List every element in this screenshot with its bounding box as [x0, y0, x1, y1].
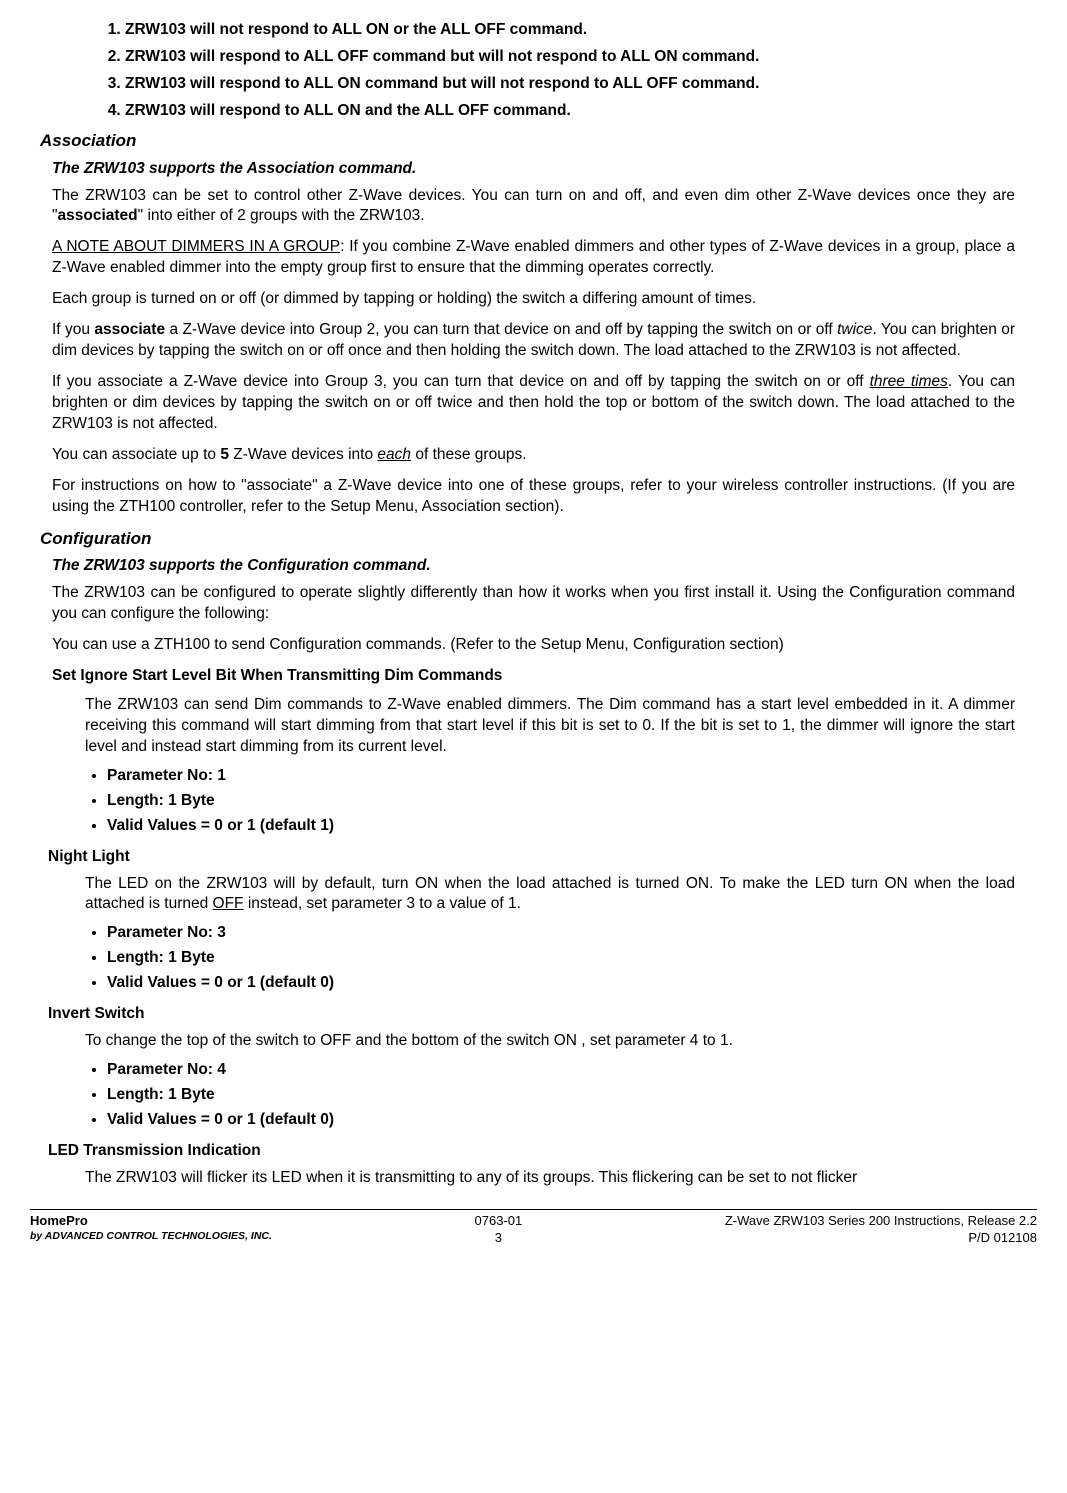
config-s4-title: LED Transmission Indication [48, 1141, 1037, 1162]
configuration-subheading: The ZRW103 supports the Configuration co… [52, 556, 1037, 577]
list-item: ZRW103 will respond to ALL ON command bu… [125, 74, 1037, 95]
text-bold: associated [58, 207, 138, 224]
footer-doc: 0763-01 [475, 1212, 523, 1230]
config-s1-bullets: Parameter No: 1 Length: 1 Byte Valid Val… [85, 766, 1037, 837]
association-p1: The ZRW103 can be set to control other Z… [52, 186, 1015, 228]
text-bold: 5 [220, 446, 229, 463]
text-underline: A NOTE ABOUT DIMMERS IN A GROUP [52, 238, 340, 255]
text-underline: OFF [213, 895, 244, 912]
text: If you [52, 321, 94, 338]
page-footer: HomePro by ADVANCED CONTROL TECHNOLOGIES… [30, 1209, 1037, 1247]
association-p4: If you associate a Z-Wave device into Gr… [52, 320, 1015, 362]
text: Z-Wave devices into [229, 446, 377, 463]
config-s3-title: Invert Switch [48, 1004, 1037, 1025]
bullet-item: Parameter No: 3 [107, 923, 1037, 944]
bullet-item: Length: 1 Byte [107, 791, 1037, 812]
bullet-item: Length: 1 Byte [107, 948, 1037, 969]
list-item: ZRW103 will respond to ALL ON and the AL… [125, 101, 1037, 122]
bullet-item: Parameter No: 1 [107, 766, 1037, 787]
footer-title: Z-Wave ZRW103 Series 200 Instructions, R… [725, 1212, 1037, 1230]
config-s2-bullets: Parameter No: 3 Length: 1 Byte Valid Val… [85, 923, 1037, 994]
bullet-item: Valid Values = 0 or 1 (default 0) [107, 973, 1037, 994]
text: instead, set parameter 3 to a value of 1… [244, 895, 521, 912]
top-numbered-list: ZRW103 will not respond to ALL ON or the… [30, 20, 1037, 122]
footer-pd: P/D 012108 [725, 1229, 1037, 1247]
association-p6: You can associate up to 5 Z-Wave devices… [52, 445, 1015, 466]
association-p5: If you associate a Z-Wave device into Gr… [52, 372, 1015, 435]
association-p2: A NOTE ABOUT DIMMERS IN A GROUP: If you … [52, 237, 1015, 279]
association-p3: Each group is turned on or off (or dimme… [52, 289, 1015, 310]
text-italic-underline: three times [870, 373, 948, 390]
config-s3-bullets: Parameter No: 4 Length: 1 Byte Valid Val… [85, 1060, 1037, 1131]
bullet-item: Length: 1 Byte [107, 1085, 1037, 1106]
association-subheading: The ZRW103 supports the Association comm… [52, 159, 1037, 180]
list-item: ZRW103 will respond to ALL OFF command b… [125, 47, 1037, 68]
config-s2-title: Night Light [48, 847, 1037, 868]
footer-brand: HomePro [30, 1212, 272, 1230]
config-s2-body: The LED on the ZRW103 will by default, t… [85, 874, 1015, 916]
configuration-heading: Configuration [40, 528, 1037, 551]
bullet-item: Valid Values = 0 or 1 (default 0) [107, 1110, 1037, 1131]
text: of these groups. [411, 446, 526, 463]
association-p7: For instructions on how to "associate" a… [52, 476, 1015, 518]
bullet-item: Valid Values = 0 or 1 (default 1) [107, 816, 1037, 837]
config-s4-body: The ZRW103 will flicker its LED when it … [85, 1168, 1015, 1189]
footer-right: Z-Wave ZRW103 Series 200 Instructions, R… [725, 1212, 1037, 1247]
config-s3-body: To change the top of the switch to OFF a… [85, 1031, 1015, 1052]
configuration-p1: The ZRW103 can be configured to operate … [52, 583, 1015, 625]
text: " into either of 2 groups with the ZRW10… [138, 207, 425, 224]
text-italic: twice [837, 321, 872, 338]
configuration-p2: You can use a ZTH100 to send Configurati… [52, 635, 1015, 656]
footer-byline: by ADVANCED CONTROL TECHNOLOGIES, INC. [30, 1229, 272, 1243]
footer-left: HomePro by ADVANCED CONTROL TECHNOLOGIES… [30, 1212, 272, 1247]
footer-center: 0763-01 3 [475, 1212, 523, 1247]
list-item: ZRW103 will not respond to ALL ON or the… [125, 20, 1037, 41]
text: You can associate up to [52, 446, 220, 463]
footer-page: 3 [475, 1229, 523, 1247]
text: If you associate a Z-Wave device into Gr… [52, 373, 870, 390]
text-italic-underline: each [377, 446, 411, 463]
text: a Z-Wave device into Group 2, you can tu… [165, 321, 837, 338]
config-s1-body: The ZRW103 can send Dim commands to Z-Wa… [85, 695, 1015, 758]
config-s1-title: Set Ignore Start Level Bit When Transmit… [52, 666, 1015, 687]
association-heading: Association [40, 130, 1037, 153]
text-bold: associate [94, 321, 165, 338]
bullet-item: Parameter No: 4 [107, 1060, 1037, 1081]
